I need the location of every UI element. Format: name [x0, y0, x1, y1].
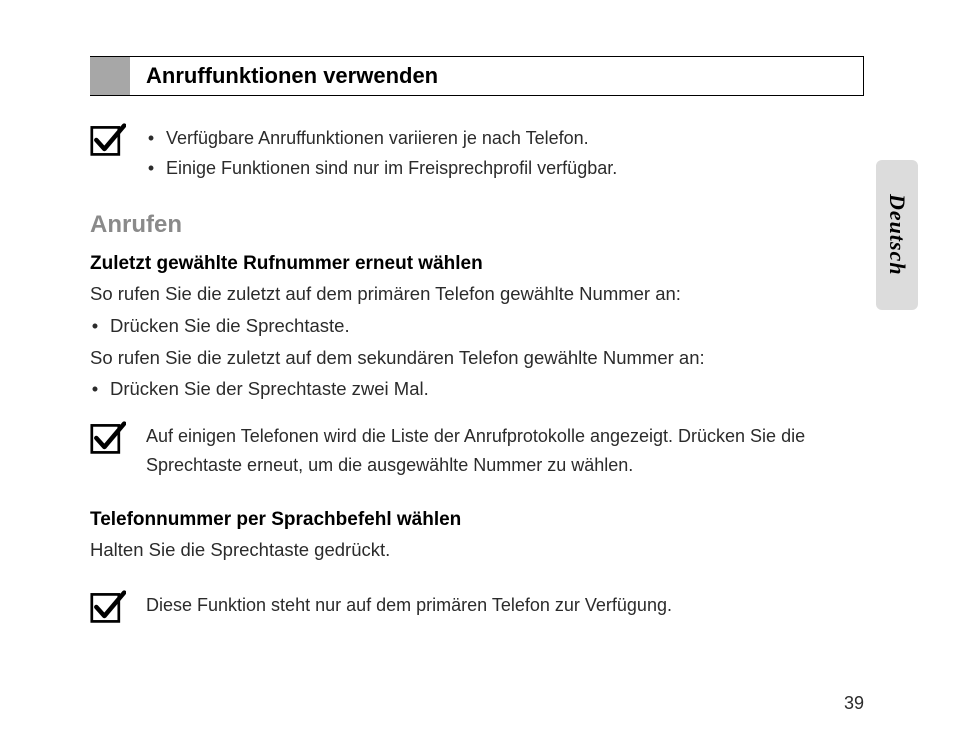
bullet-text: Drücken Sie die Sprechtaste. [110, 311, 350, 341]
note-line: Einige Funktionen sind nur im Freisprech… [166, 154, 617, 184]
body-text: Halten Sie die Sprechtaste gedrückt. [90, 535, 864, 565]
subsection-title: Anrufen [90, 211, 864, 239]
topic-heading: Telefonnummer per Sprachbefehl wählen [90, 509, 864, 531]
checkmark-icon [90, 420, 126, 456]
manual-page: Anruffunktionen verwenden •Verfügbare An… [0, 0, 954, 742]
body-text: So rufen Sie die zuletzt auf dem sekundä… [90, 343, 864, 373]
section-heading: Anruffunktionen verwenden [130, 57, 863, 95]
note-block-3: Diese Funktion steht nur auf dem primäre… [90, 589, 864, 625]
bullet-text: Drücken Sie der Sprechtaste zwei Mal. [110, 374, 429, 404]
note-block-1: •Verfügbare Anruffunktionen variieren je… [90, 122, 864, 183]
topic-heading: Zuletzt gewählte Rufnummer erneut wählen [90, 253, 864, 275]
bullet-item: •Drücken Sie der Sprechtaste zwei Mal. [90, 374, 864, 404]
note-block-2: Auf einigen Telefonen wird die Liste der… [90, 420, 864, 481]
checkmark-icon [90, 589, 126, 625]
note-text: Auf einigen Telefonen wird die Liste der… [146, 420, 864, 481]
note-line: Verfügbare Anruffunktionen variieren je … [166, 124, 589, 154]
page-number: 39 [844, 693, 864, 714]
language-label: Deutsch [884, 194, 910, 276]
language-tab: Deutsch [876, 160, 918, 310]
heading-square [90, 57, 130, 95]
bullet-item: •Drücken Sie die Sprechtaste. [90, 311, 864, 341]
body-text: So rufen Sie die zuletzt auf dem primäre… [90, 279, 864, 309]
checkmark-icon [90, 122, 126, 158]
note-text: •Verfügbare Anruffunktionen variieren je… [146, 122, 864, 183]
note-text: Diese Funktion steht nur auf dem primäre… [146, 589, 864, 621]
section-heading-bar: Anruffunktionen verwenden [90, 56, 864, 96]
